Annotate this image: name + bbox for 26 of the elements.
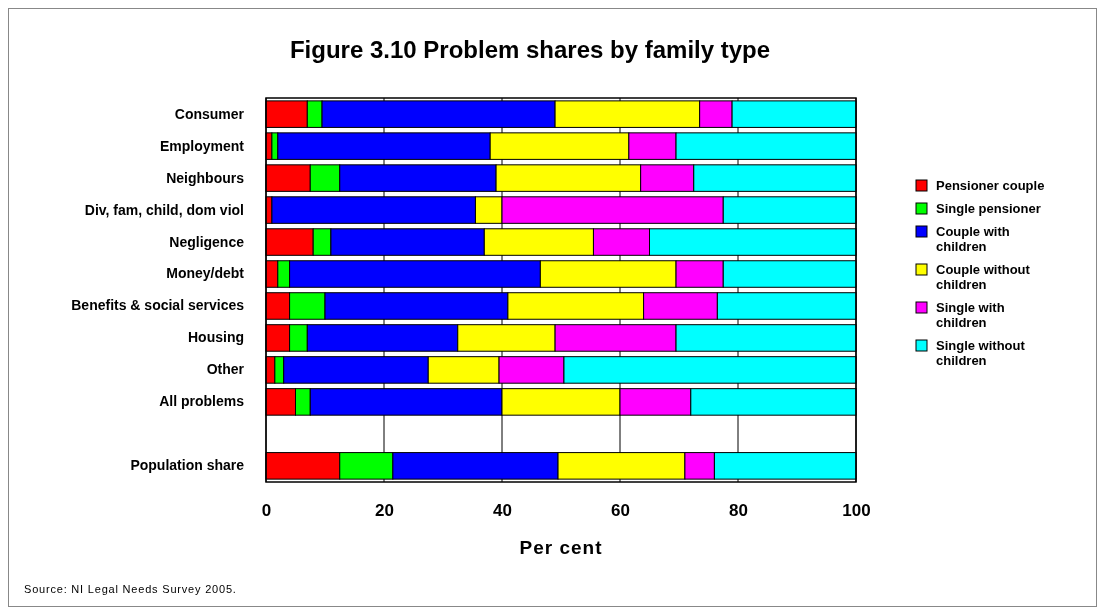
legend-label: Single with children [936,300,1005,330]
legend-label: Couple without children [936,262,1031,292]
x-tick-label: 20 [375,501,394,521]
x-tick-label: 40 [493,501,512,521]
x-tick-label: 100 [842,501,871,521]
x-tick-label: 0 [261,501,272,521]
y-tick-label: Housing [188,329,244,346]
legend-label: Single without children [936,338,1026,368]
y-tick-label: Money/debt [166,265,245,282]
y-tick-label: Consumer [174,105,245,122]
source-note: Source: NI Legal Needs Survey 2005. [24,583,237,595]
y-tick-label: Benefits & social services [71,297,245,314]
legend-label: Pensioner couple [936,178,1045,193]
y-tick-label: All problems [159,393,245,410]
y-tick-label: Div, fam, child, dom viol [84,201,244,218]
legend-label: Couple with children [936,224,1010,254]
legend-label: Single pensioner [936,201,1041,216]
y-tick-label: Population share [130,457,245,474]
x-tick-label: 80 [729,501,748,521]
y-tick-label: Other [206,361,245,378]
chart-title: Figure 3.10 Problem shares by family type [289,36,771,63]
x-axis-title: Per cent [519,537,603,558]
y-tick-label: Neighbours [166,169,245,186]
y-tick-label: Negligence [169,233,245,250]
y-tick-label: Employment [159,137,245,154]
x-tick-label: 60 [611,501,630,521]
